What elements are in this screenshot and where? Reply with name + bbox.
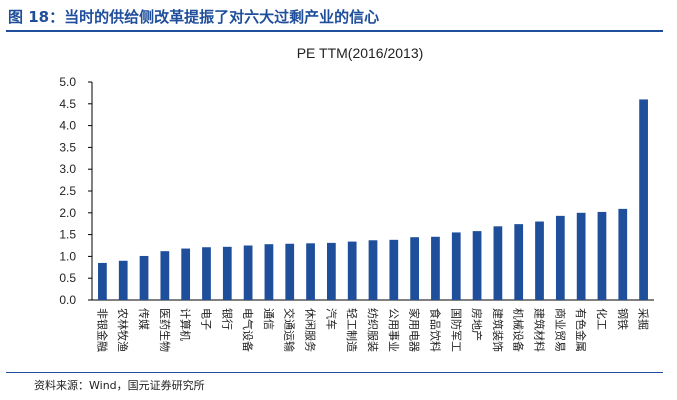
x-tick-label: 国防军工 — [449, 308, 463, 352]
x-tick-label: 建筑装饰 — [491, 308, 505, 352]
bar — [243, 245, 253, 300]
y-tick-label: 0.0 — [59, 293, 76, 307]
bar — [139, 255, 149, 300]
bar — [514, 224, 524, 300]
y-axis: 0.0 0.5 1.0 1.5 2.0 2.5 3.0 3.5 4.0 4.5 5.0 — [59, 75, 93, 307]
chart-title: PE TTM(2016/2013) — [297, 45, 424, 61]
x-tick-label: 汽车 — [324, 308, 338, 330]
source-divider — [6, 372, 663, 373]
y-tick-label: 1.0 — [59, 249, 76, 263]
bar — [202, 247, 211, 300]
y-tick-label: 2.5 — [59, 184, 76, 198]
x-tick-label: 电子 — [199, 308, 212, 330]
bar — [389, 239, 399, 300]
bar — [451, 232, 461, 300]
x-tick-label: 计算机 — [179, 308, 193, 341]
x-tick-label: 电气设备 — [241, 308, 255, 352]
bar — [493, 226, 503, 300]
y-tick-label: 4.0 — [59, 119, 76, 133]
x-tick-label: 钢铁 — [616, 308, 629, 330]
x-tick-label: 采掘 — [637, 308, 651, 330]
bar — [618, 208, 628, 300]
x-tick-label: 机械设备 — [512, 308, 526, 352]
y-tick-label: 5.0 — [59, 75, 76, 89]
bar — [222, 246, 232, 300]
x-tick-label: 建筑材料 — [533, 308, 547, 352]
x-tick-label: 银行 — [220, 308, 234, 330]
y-tick-label: 3.0 — [59, 162, 76, 176]
bar — [326, 242, 336, 300]
bar — [160, 251, 170, 300]
x-tick-label: 传媒 — [137, 308, 150, 330]
bar — [264, 244, 274, 300]
y-tick-label: 2.0 — [59, 206, 76, 220]
x-tick-label: 休闲服务 — [304, 308, 318, 352]
bar — [410, 237, 420, 300]
x-tick-label: 通信 — [262, 308, 275, 330]
title-divider — [6, 30, 663, 32]
x-tick-label: 食品饮料 — [428, 308, 442, 352]
bar — [597, 211, 607, 300]
bar — [576, 212, 586, 300]
x-tick-label: 医药生物 — [158, 308, 172, 352]
x-tick-label: 纺织服装 — [366, 308, 380, 352]
y-tick-label: 0.5 — [59, 271, 76, 285]
x-tick-label: 房地产 — [470, 308, 484, 341]
x-tick-label: 农林牧渔 — [116, 308, 130, 352]
bar — [639, 99, 648, 300]
figure-title: 图 18：当时的供给侧改革提振了对六大过剩产业的信心 — [8, 8, 380, 26]
bar — [555, 215, 565, 300]
bar — [181, 248, 191, 300]
bar — [347, 241, 357, 300]
bar — [306, 243, 315, 300]
y-tick-label: 4.5 — [59, 97, 76, 111]
bar — [535, 221, 544, 300]
bar — [431, 236, 440, 300]
x-tick-label: 轻工制造 — [345, 308, 359, 352]
bars-group — [98, 99, 648, 300]
x-tick-label: 交通运输 — [283, 308, 297, 352]
bar — [118, 260, 128, 300]
x-tick-label: 非银金融 — [95, 308, 109, 352]
x-tick-label: 化工 — [595, 308, 609, 330]
bar — [285, 243, 295, 300]
bar — [472, 231, 482, 300]
y-tick-label: 1.5 — [59, 228, 76, 242]
x-tick-label: 公用事业 — [387, 308, 400, 352]
x-tick-label: 有色金属 — [574, 308, 588, 352]
x-tick-label: 商业贸易 — [553, 308, 567, 352]
bar — [98, 262, 107, 300]
figure-header: 图 18：当时的供给侧改革提振了对六大过剩产业的信心 — [0, 0, 677, 32]
y-tick-label: 3.5 — [59, 140, 76, 154]
x-tick-label: 家用电器 — [408, 308, 422, 352]
x-tick-labels: 非银金融 农林牧渔 传媒 医药生物 计算机 电子 银行 电气设备 通信 交通运输 休闲服务 汽车 轻工制… — [95, 308, 650, 352]
source-note: 资料来源：Wind，国元证券研究所 — [34, 379, 205, 392]
bar — [368, 240, 378, 300]
